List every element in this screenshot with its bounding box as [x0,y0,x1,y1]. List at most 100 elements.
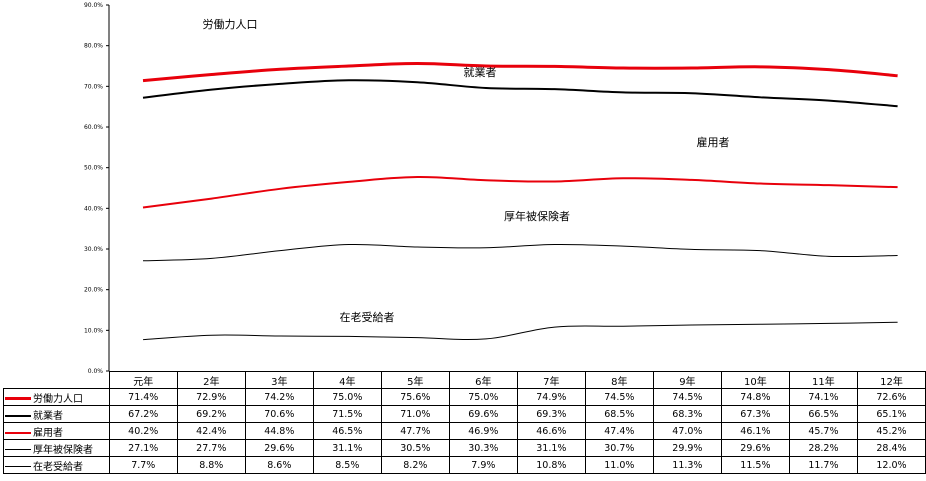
table-cell: 29.6% [720,439,790,457]
legend-cell: 在老受給者 [3,456,110,474]
category-header: 2年 [176,371,246,389]
table-cell: 40.2% [108,422,178,440]
table-cell: 30.3% [448,439,518,457]
table-row: 労働力人口 71.4% 72.9% 74.2% 75.0% 75.6% 75.0% 74.9%… [3,388,926,406]
legend-label: 労働力人口 [33,393,83,405]
table-cell: 28.4% [856,439,926,457]
table-cell: 8.2% [380,456,450,474]
table-cell: 28.2% [788,439,858,457]
table-cell: 46.9% [448,422,518,440]
legend-label: 在老受給者 [33,461,83,473]
series-line-1 [142,62,898,83]
table-cell: 68.3% [652,405,722,423]
y-tick-label: 20.0% [84,287,103,294]
table-cell: 67.3% [720,405,790,423]
series-name-label: 厚年被保険者 [504,209,570,223]
category-header: 9年 [652,371,722,389]
table-cell: 70.6% [244,405,314,423]
table-cell: 46.6% [516,422,586,440]
table-cell: 8.6% [244,456,314,474]
legend-swatch [5,449,31,450]
table-body: 労働力人口 71.4% 72.9% 74.2% 75.0% 75.6% 75.0% 74.9%… [3,388,926,474]
series-name-label: 在老受給者 [340,310,395,324]
table-cell: 69.2% [176,405,246,423]
series-name-label: 労働力人口 [203,17,258,31]
category-header: 12年 [856,371,926,389]
series-line-2 [142,79,898,108]
table-cell: 74.9% [516,388,586,406]
category-header: 6年 [448,371,518,389]
y-tick-label: 70.0% [84,83,103,90]
category-header: 8年 [584,371,654,389]
table-cell: 31.1% [312,439,382,457]
category-header: 3年 [244,371,314,389]
y-tick-label: 90.0% [84,2,103,9]
y-tick-label: 10.0% [84,327,103,334]
legend-cell: 厚年被保険者 [3,439,110,457]
legend-label: 就業者 [33,410,63,422]
category-header: 11年 [788,371,858,389]
table-cell: 27.1% [108,439,178,457]
y-tick-label: 30.0% [84,246,103,253]
table-cell: 8.8% [176,456,246,474]
table-corner [3,371,110,389]
y-axis: 0.0%10.0%20.0%30.0%40.0%50.0%60.0%70.0%8… [84,2,110,375]
table-cell: 45.2% [856,422,926,440]
table-cell: 29.9% [652,439,722,457]
table-cell: 30.7% [584,439,654,457]
table-cell: 71.4% [108,388,178,406]
table-row: 在老受給者 7.7% 8.8% 8.6% 8.5% 8.2% 7.9% 10.8% 11.0% 1… [3,456,926,474]
table-cell: 72.6% [856,388,926,406]
table-cell: 44.8% [244,422,314,440]
table-cell: 31.1% [516,439,586,457]
category-header: 10年 [720,371,790,389]
legend-swatch [5,431,31,434]
table-cell: 67.2% [108,405,178,423]
y-tick-label: 40.0% [84,205,103,212]
legend-label: 雇用者 [33,427,63,439]
legend-swatch [5,414,31,417]
y-tick-label: 50.0% [84,165,103,172]
table-cell: 27.7% [176,439,246,457]
legend-swatch [5,397,31,400]
table-cell: 47.4% [584,422,654,440]
series-lines [142,62,898,341]
table-cell: 75.0% [448,388,518,406]
table-cell: 74.5% [584,388,654,406]
table-header-row: 元年 2年 3年 4年 5年 6年 7年 8年 9年 10年 11年 12年 [3,371,926,389]
legend-cell: 雇用者 [3,422,110,440]
table-cell: 75.6% [380,388,450,406]
table-cell: 11.7% [788,456,858,474]
table-cell: 75.0% [312,388,382,406]
table-cell: 68.5% [584,405,654,423]
table-cell: 11.5% [720,456,790,474]
table-cell: 71.5% [312,405,382,423]
table-cell: 11.3% [652,456,722,474]
category-header: 4年 [312,371,382,389]
table-row: 就業者 67.2% 69.2% 70.6% 71.5% 71.0% 69.6% 69.3% 68… [3,405,926,423]
y-tick-label: 60.0% [84,124,103,131]
table-cell: 47.0% [652,422,722,440]
series-line-3 [142,176,898,209]
legend-cell: 就業者 [3,405,110,423]
legend-label: 厚年被保険者 [33,444,93,456]
table-cell: 46.1% [720,422,790,440]
data-table: 元年 2年 3年 4年 5年 6年 7年 8年 9年 10年 11年 12年 労働力人口 71.4% 72… [3,371,926,474]
table-cell: 10.8% [516,456,586,474]
table-cell: 30.5% [380,439,450,457]
table-cell: 66.5% [788,405,858,423]
category-header: 元年 [108,371,178,389]
series-line-5 [142,321,898,341]
y-tick-label: 80.0% [84,43,103,50]
series-name-label: 雇用者 [697,135,730,149]
category-header: 5年 [380,371,450,389]
table-cell: 29.6% [244,439,314,457]
table-cell: 74.2% [244,388,314,406]
table-cell: 45.7% [788,422,858,440]
table-cell: 42.4% [176,422,246,440]
table-cell: 69.3% [516,405,586,423]
series-line-4 [142,243,898,262]
legend-cell: 労働力人口 [3,388,110,406]
